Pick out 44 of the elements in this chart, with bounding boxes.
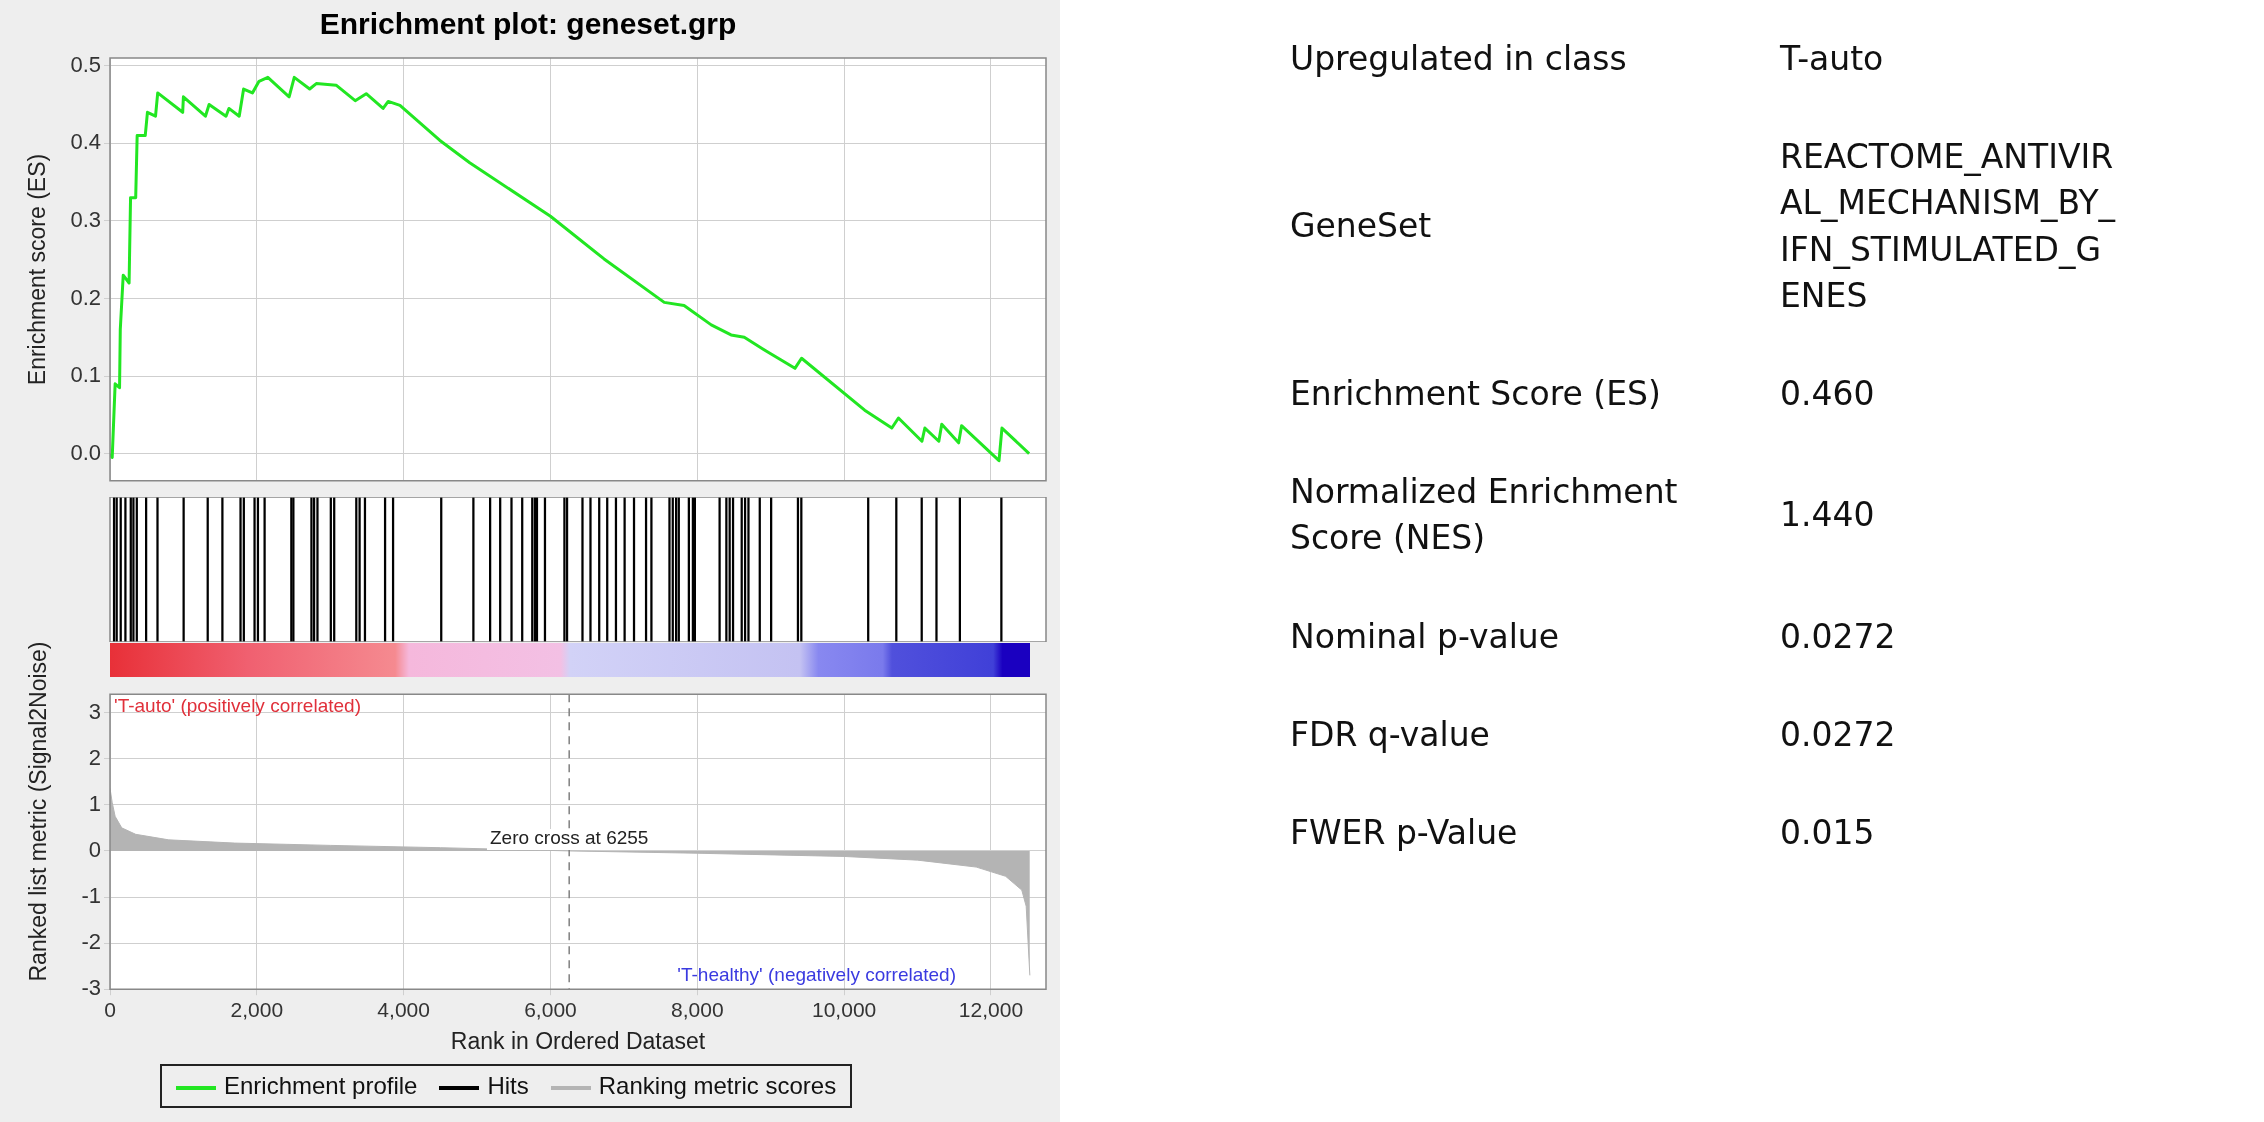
x-tick-label: 2,000 (230, 997, 284, 1021)
text: 0.460 (1780, 372, 1876, 415)
text: Nominal p-value (1290, 615, 1561, 658)
text: FWER p-Value (1290, 811, 1519, 854)
text: 0.015 (1780, 811, 1876, 854)
y-tick-label: 0.5 (70, 51, 101, 77)
y-tick-label: 0.1 (70, 362, 101, 388)
y-axis-title: Ranked list metric (Signal2Noise) (24, 641, 52, 982)
text: Enrichment Score (ES) (1290, 372, 1662, 415)
text: Normalized Enrichment Score (NES) (1290, 471, 1679, 560)
text: T-auto (1780, 38, 1885, 80)
y-tick-label: -1 (81, 883, 101, 909)
y-tick-label: 0 (88, 836, 101, 862)
legend-label: Hits (486, 1072, 529, 1100)
x-tick-label: 10,000 (812, 997, 877, 1021)
y-tick-label: -2 (81, 929, 101, 955)
x-tick-label: 4,000 (377, 997, 430, 1021)
y-tick-label: 0.2 (70, 284, 101, 310)
y-tick-label: -3 (81, 975, 101, 1001)
y-tick-label: 3 (88, 698, 101, 724)
x-tick-label: 6,000 (524, 997, 577, 1021)
text: REACTOME_ANTIVIRAL_MECHANISM_BY_IFN_STIMULATED_GENES (1780, 136, 2117, 317)
legend-label: Enrichment profile (223, 1072, 418, 1100)
text: 1.440 (1780, 494, 1876, 537)
x-tick-label: 0 (104, 997, 116, 1021)
text: FDR q-value (1290, 713, 1491, 756)
y-axis-title: Enrichment score (ES) (24, 153, 52, 386)
annotation: 'T-healthy' (negatively correlated) (677, 963, 956, 985)
text: 0.0272 (1780, 615, 1897, 658)
annotation: Zero cross at 6255 (489, 826, 649, 848)
legend-label: Ranking metric scores (597, 1072, 837, 1100)
annotation: 'T-auto' (positively correlated) (114, 694, 361, 716)
text: Upregulated in class (1290, 38, 1628, 80)
x-axis-title: Rank in Ordered Dataset (450, 1027, 706, 1054)
text: 0.0272 (1780, 713, 1897, 756)
y-tick-label: 0.0 (70, 439, 101, 465)
y-tick-label: 2 (88, 744, 101, 770)
chart-title: Enrichment plot: geneset.grp (319, 7, 737, 41)
x-tick-label: 8,000 (671, 997, 724, 1021)
y-tick-label: 0.3 (70, 206, 101, 232)
x-tick-label: 12,000 (958, 997, 1024, 1021)
text: GeneSet (1290, 205, 1433, 248)
y-tick-label: 1 (88, 790, 101, 816)
y-tick-label: 0.4 (70, 129, 101, 155)
